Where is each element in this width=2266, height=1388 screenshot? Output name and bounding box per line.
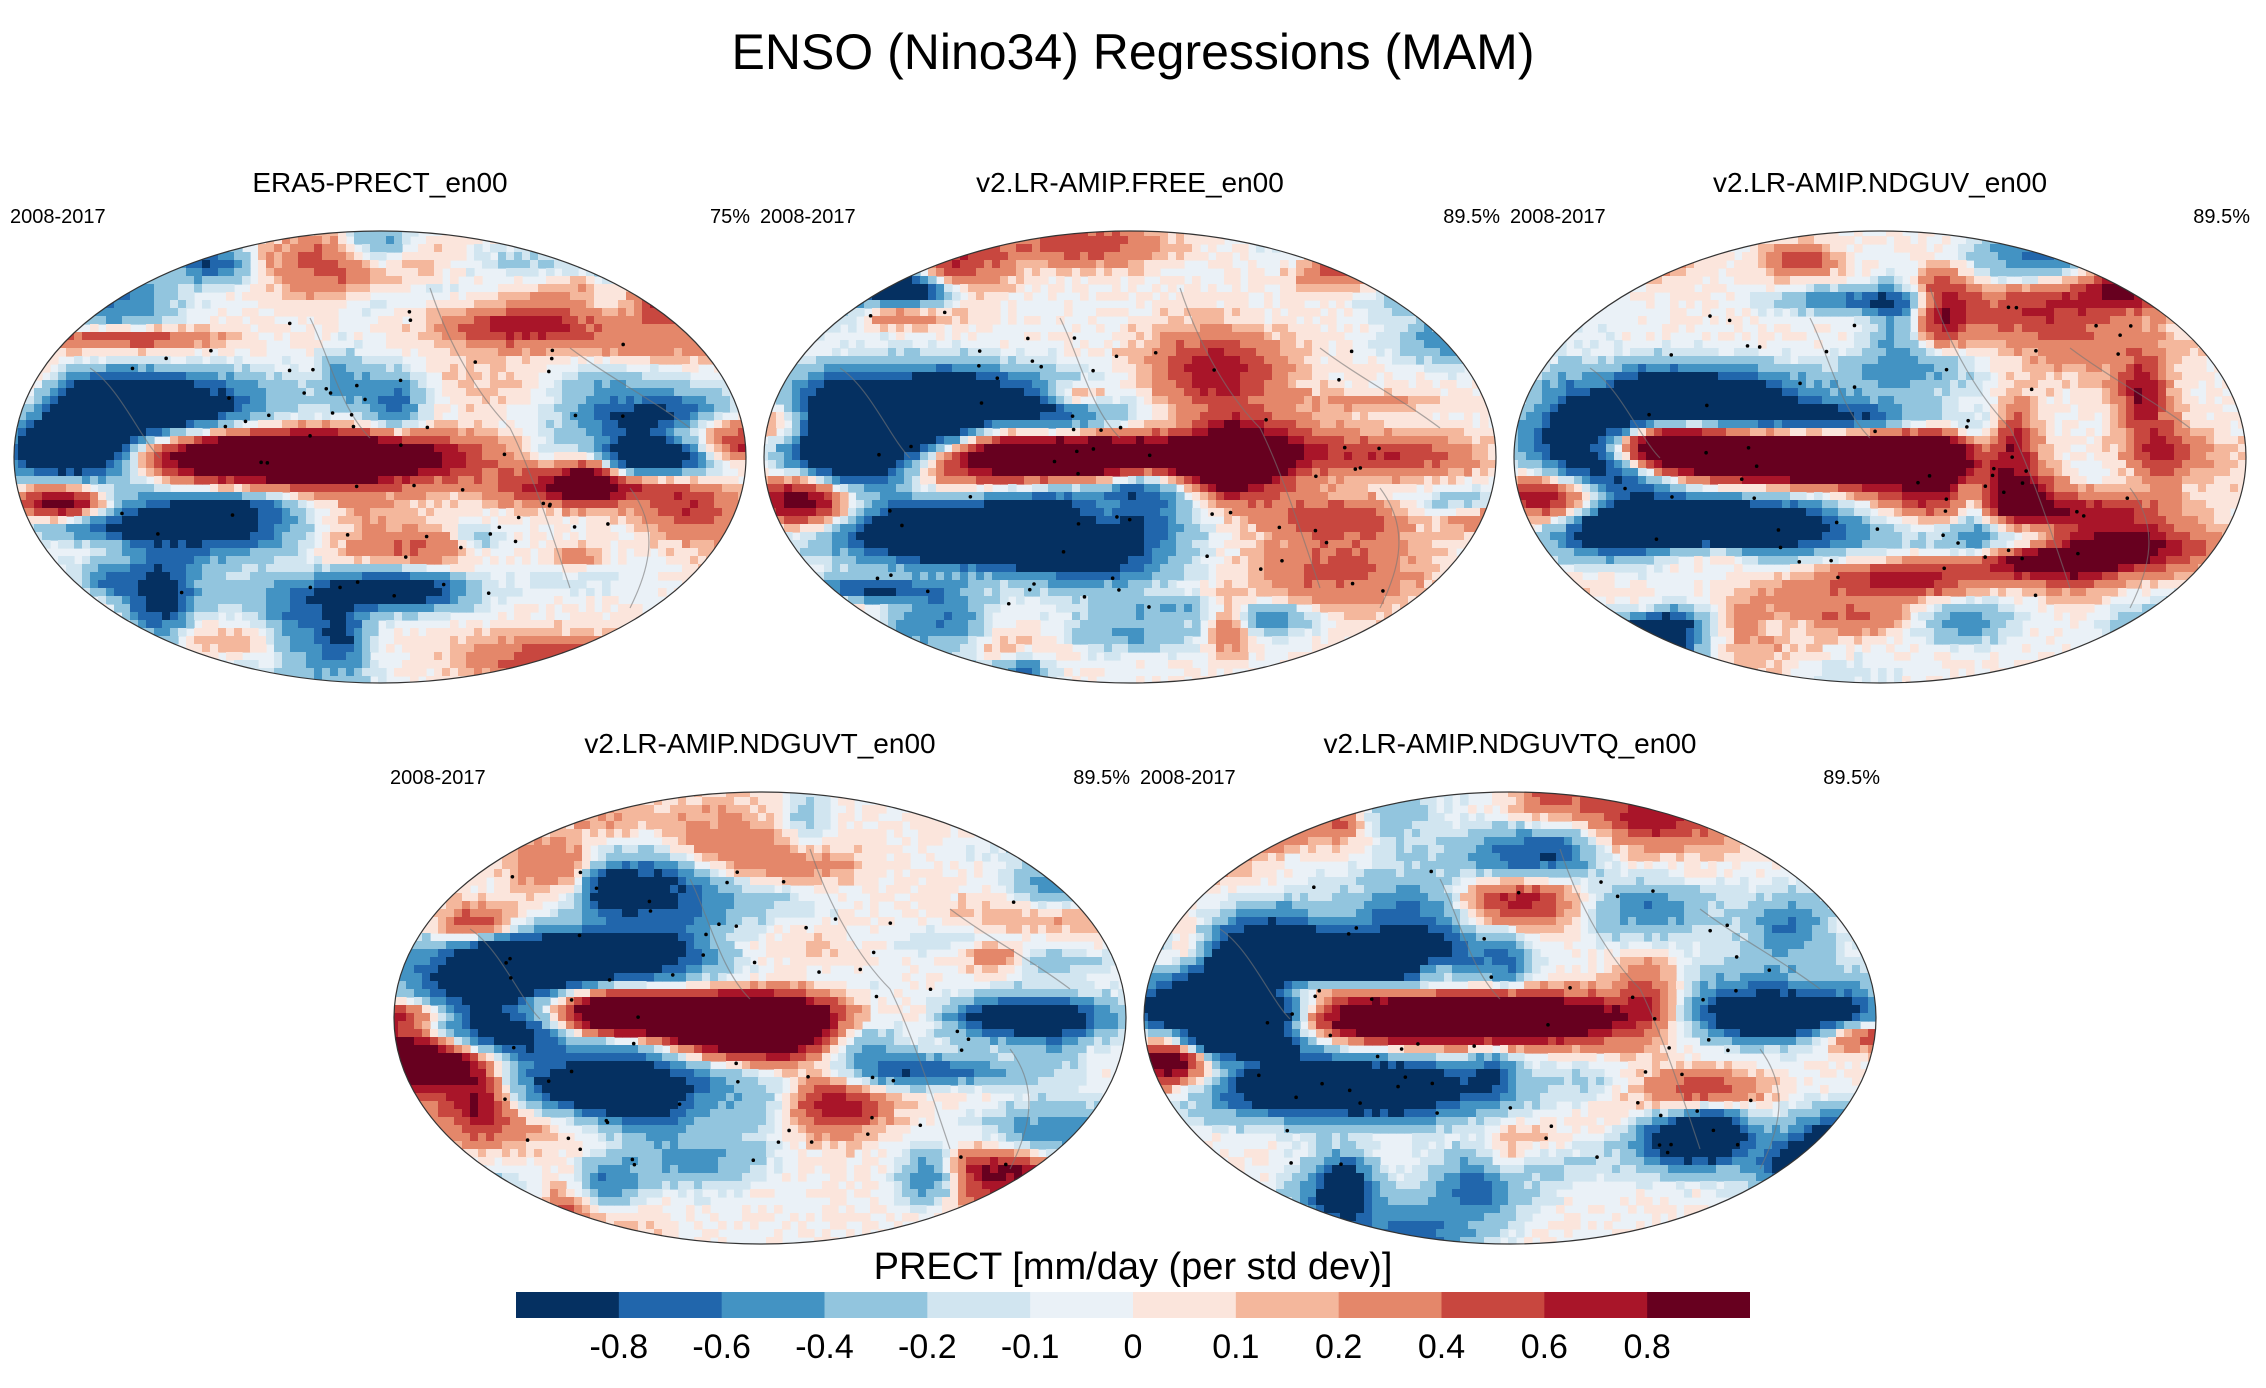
- map-outline: [763, 230, 1497, 684]
- map-ndguvt: [393, 791, 1127, 1245]
- colorbar-tick-label: -0.2: [898, 1328, 957, 1366]
- colorbar-tick-label: 0: [1124, 1328, 1143, 1366]
- colorbar-swatch: [1441, 1292, 1545, 1318]
- panel-period: 2008-2017: [760, 206, 856, 228]
- map-outline: [1143, 791, 1877, 1245]
- colorbar-tick-label: 0.1: [1212, 1328, 1259, 1366]
- panel-percent: 89.5%: [1823, 767, 1880, 789]
- colorbar-swatch: [1647, 1292, 1750, 1318]
- colorbar-tick-label: 0.6: [1521, 1328, 1568, 1366]
- panel-title: ERA5-PRECT_en00: [252, 167, 508, 198]
- colorbar-tick-label: 0.2: [1315, 1328, 1362, 1366]
- panel-ndguvt: v2.LR-AMIP.NDGUVT_en00 2008-2017 89.5%: [390, 727, 1130, 1247]
- colorbar: -0.8 -0.6 -0.4 -0.2 -0.1 0 0.1 0.2 0.4 0.6 0.8: [516, 1292, 1750, 1366]
- panel-free: v2.LR-AMIP.FREE_en00 2008-2017 89.5%: [760, 166, 1500, 686]
- colorbar-swatch: [824, 1292, 928, 1318]
- colorbar-tick-label: -0.4: [795, 1328, 854, 1366]
- panel-period: 2008-2017: [390, 767, 486, 789]
- colorbar-swatch: [1133, 1292, 1237, 1318]
- panel-era5: ERA5-PRECT_en00 2008-2017 75%: [10, 166, 750, 686]
- colorbar-swatch: [1030, 1292, 1134, 1318]
- map-outline: [1513, 230, 2247, 684]
- figure-title: ENSO (Nino34) Regressions (MAM): [731, 24, 1535, 80]
- map-ndguv: [1513, 230, 2247, 684]
- colorbar-tick-label: -0.1: [1001, 1328, 1060, 1366]
- panel-ndguvtq: v2.LR-AMIP.NDGUVTQ_en00 2008-2017 89.5%: [1140, 727, 1880, 1247]
- map-era5: [13, 230, 747, 684]
- map-outline: [13, 230, 747, 684]
- colorbar-label: PRECT [mm/day (per std dev)]: [873, 1246, 1393, 1288]
- colorbar-swatch: [618, 1292, 723, 1318]
- colorbar-tick-label: -0.6: [692, 1328, 751, 1366]
- panel-period: 2008-2017: [1510, 206, 1606, 228]
- panel-title: v2.LR-AMIP.NDGUV_en00: [1712, 167, 2048, 198]
- colorbar-swatch: [1544, 1292, 1648, 1318]
- panel-percent: 89.5%: [1073, 767, 1130, 789]
- panel-title: v2.LR-AMIP.NDGUVT_en00: [584, 728, 936, 759]
- map-outline: [393, 791, 1127, 1245]
- panel-title: v2.LR-AMIP.FREE_en00: [976, 167, 1284, 198]
- panel-title: v2.LR-AMIP.NDGUVTQ_en00: [1323, 728, 1697, 759]
- colorbar-swatch: [1235, 1292, 1340, 1318]
- map-free: [763, 230, 1497, 684]
- colorbar-swatch: [721, 1292, 825, 1318]
- map-ndguvtq: [1143, 791, 1877, 1245]
- colorbar-swatch: [1338, 1292, 1442, 1318]
- colorbar-swatch: [516, 1292, 620, 1318]
- panel-percent: 89.5%: [2193, 206, 2250, 228]
- colorbar-tick-label: 0.8: [1624, 1328, 1671, 1366]
- colorbar-tick-label: -0.8: [590, 1328, 649, 1366]
- colorbar-swatch: [927, 1292, 1031, 1318]
- panel-period: 2008-2017: [1140, 767, 1236, 789]
- panel-ndguv: v2.LR-AMIP.NDGUV_en00 2008-2017 89.5%: [1510, 166, 2250, 686]
- panel-percent: 75%: [709, 206, 750, 228]
- panel-period: 2008-2017: [10, 206, 106, 228]
- colorbar-tick-label: 0.4: [1418, 1328, 1465, 1366]
- panel-percent: 89.5%: [1443, 206, 1500, 228]
